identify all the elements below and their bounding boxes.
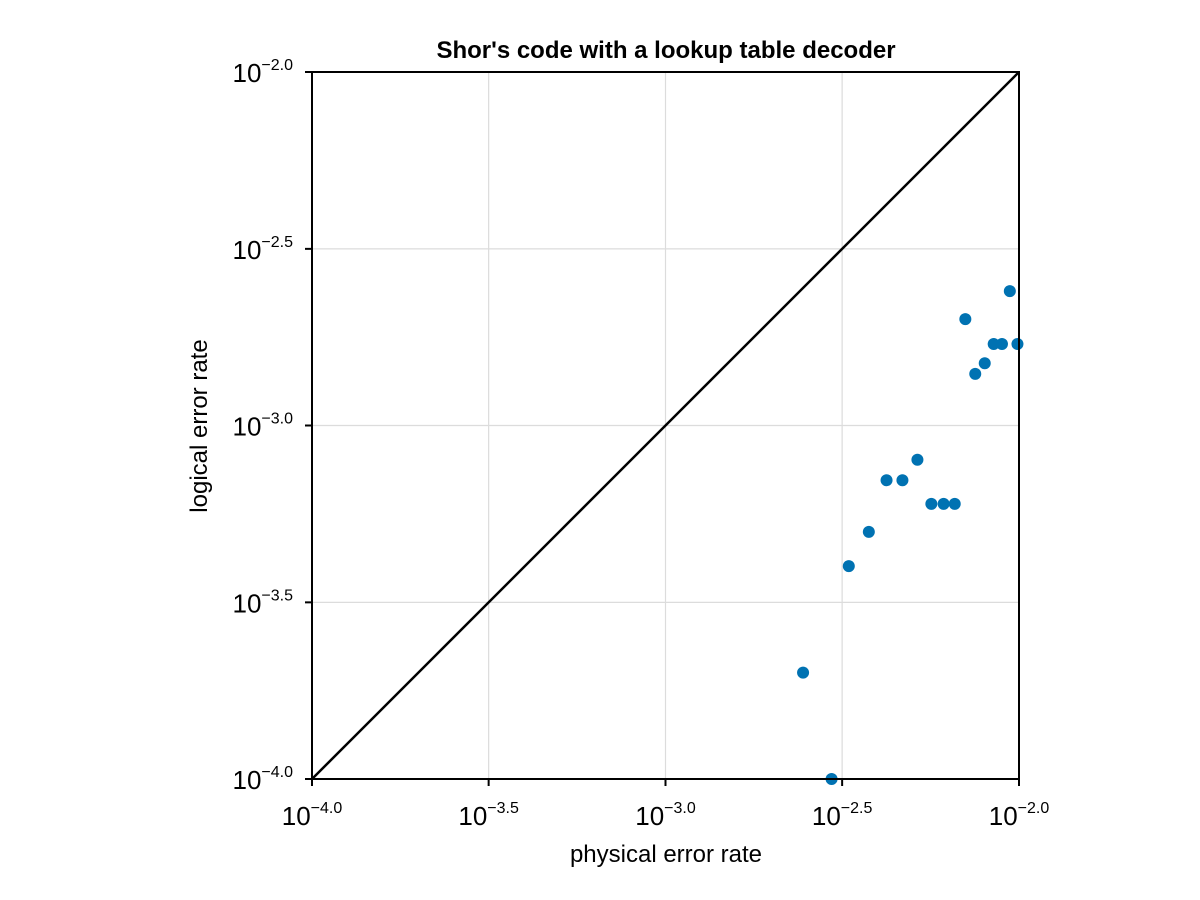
y-tick-label: 10−2.5 <box>232 234 293 265</box>
tick-base: 10 <box>232 235 261 265</box>
x-tick-label: 10−3.0 <box>635 800 696 831</box>
x-axis-label: physical error rate <box>570 841 762 868</box>
y-tick-label: 10−2.0 <box>232 57 293 88</box>
tick-exponent: −3.0 <box>664 800 696 817</box>
data-point <box>978 357 991 370</box>
tick-exponent: −3.5 <box>261 587 293 604</box>
tick-base: 10 <box>232 765 261 795</box>
data-point <box>937 497 950 510</box>
tick-base: 10 <box>812 801 841 831</box>
data-point <box>987 338 1000 351</box>
tick-base: 10 <box>232 588 261 618</box>
y-tick-label: 10−4.0 <box>232 764 293 795</box>
data-point <box>995 338 1008 351</box>
x-axis-ticks: 10−4.0 10−3.5 10−3.0 10−2.5 10−2.0 <box>282 779 1050 831</box>
tick-exponent: −4.0 <box>261 764 293 781</box>
data-point <box>1011 338 1024 351</box>
x-tick-label: 10−4.0 <box>282 800 343 831</box>
y-tick-label: 10−3.0 <box>232 411 293 442</box>
tick-base: 10 <box>232 412 261 442</box>
reference-line-y-equals-x <box>311 71 1020 780</box>
data-point <box>1003 285 1016 298</box>
tick-base: 10 <box>989 801 1018 831</box>
data-point <box>896 474 909 487</box>
data-point <box>862 525 875 538</box>
x-tick-label: 10−3.5 <box>458 800 519 831</box>
tick-base: 10 <box>635 801 664 831</box>
x-tick-label: 10−2.5 <box>812 800 873 831</box>
data-point <box>842 560 855 573</box>
tick-base: 10 <box>232 58 261 88</box>
tick-exponent: −4.0 <box>311 800 343 817</box>
y-axis-ticks: 10−4.010−3.510−3.010−2.510−2.0 <box>232 57 312 795</box>
tick-exponent: −2.0 <box>1018 800 1050 817</box>
y-tick-label: 10−3.5 <box>232 587 293 618</box>
chart-title: Shor's code with a lookup table decoder <box>436 37 895 64</box>
tick-exponent: −2.5 <box>841 800 873 817</box>
tick-base: 10 <box>458 801 487 831</box>
data-points <box>797 285 1024 785</box>
tick-exponent: −2.5 <box>261 234 293 251</box>
data-point <box>880 474 893 487</box>
tick-base: 10 <box>282 801 311 831</box>
tick-exponent: −3.5 <box>487 800 519 817</box>
data-point <box>969 367 982 380</box>
data-point <box>959 313 972 326</box>
data-point <box>925 497 938 510</box>
data-point <box>911 453 924 466</box>
y-axis-label: logical error rate <box>186 339 213 512</box>
x-tick-label: 10−2.0 <box>989 800 1050 831</box>
tick-exponent: −2.0 <box>261 57 293 74</box>
tick-exponent: −3.0 <box>261 411 293 428</box>
data-point <box>797 666 810 679</box>
data-point <box>948 497 961 510</box>
